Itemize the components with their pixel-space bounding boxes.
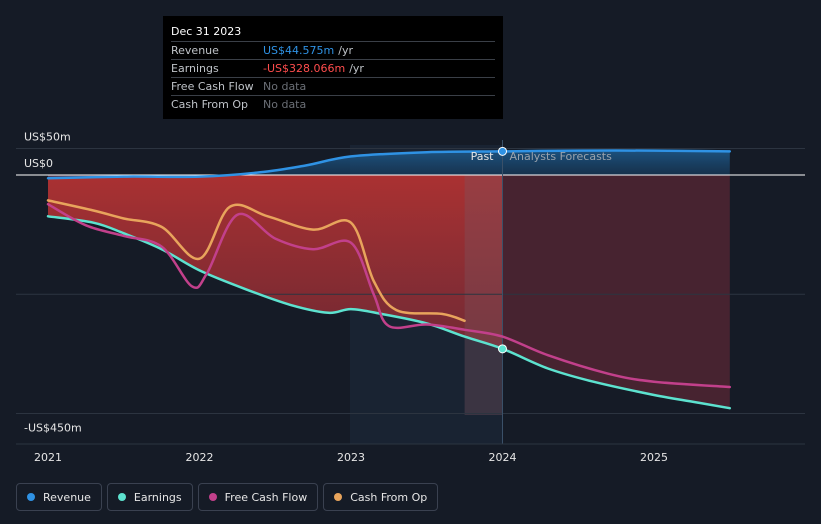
tooltip-row-fcf: Free Cash Flow No data [171,78,495,96]
x-tick-label: 2024 [489,451,517,464]
cfo-dot-icon [334,493,343,501]
y-tick-label: -US$450m [24,422,82,435]
tooltip-value: No data [263,98,307,111]
x-tick-label: 2025 [640,451,668,464]
legend-label: Earnings [133,490,182,504]
y-tick-label: US$50m [24,131,71,144]
fcf-dot-icon [208,493,217,501]
tooltip-value: No data [263,80,307,93]
legend-item-fcf[interactable]: Free Cash Flow [197,483,319,511]
cash-from-op-line [46,199,466,323]
revenue-area-fill [48,150,730,179]
tooltip-label: Cash From Op [171,98,249,111]
transition-band [464,175,503,415]
legend-label: Free Cash Flow [224,490,308,504]
tooltip-unit: /yr [349,62,364,75]
earnings-area-forecast [503,175,730,409]
revenue-line [46,149,732,180]
y-tick-label: US$0 [24,157,53,170]
tooltip-unit: /yr [338,44,353,57]
forecast-label: Analysts Forecasts [510,150,613,163]
revenue-marker [498,146,507,156]
tooltip-date: Dec 31 2023 [171,22,495,42]
x-tick-label: 2021 [34,451,62,464]
tooltip-value: -US$328.066m [263,62,346,75]
tooltip: Dec 31 2023 Revenue US$44.575m /yr Earni… [163,16,503,119]
legend-label: Revenue [43,490,91,504]
earnings-area-forecast-fill [503,175,730,409]
legend-item-earnings[interactable]: Earnings [106,483,193,511]
legend: Revenue Earnings Free Cash Flow Cash Fro… [16,483,439,511]
tooltip-label: Revenue [171,44,219,57]
past-label: Past [471,150,495,163]
tooltip-value: US$44.575m [263,44,335,57]
legend-item-cfo[interactable]: Cash From Op [323,483,439,511]
revenue-dot-icon [27,493,35,501]
earnings-line [46,215,732,410]
tooltip-row-earnings: Earnings -US$328.066m /yr [171,60,495,78]
x-tick-label: 2022 [186,451,214,464]
free-cash-flow-line [46,202,732,389]
earnings-marker [498,344,507,354]
legend-item-revenue[interactable]: Revenue [16,483,102,511]
x-tick-label: 2023 [337,451,365,464]
tooltip-label: Earnings [171,62,219,75]
legend-label: Cash From Op [350,490,428,504]
tooltip-row-cfo: Cash From Op No data [171,96,495,113]
tooltip-row-revenue: Revenue US$44.575m /yr [171,42,495,60]
earnings-dot-icon [117,493,126,501]
tooltip-label: Free Cash Flow [171,80,254,93]
